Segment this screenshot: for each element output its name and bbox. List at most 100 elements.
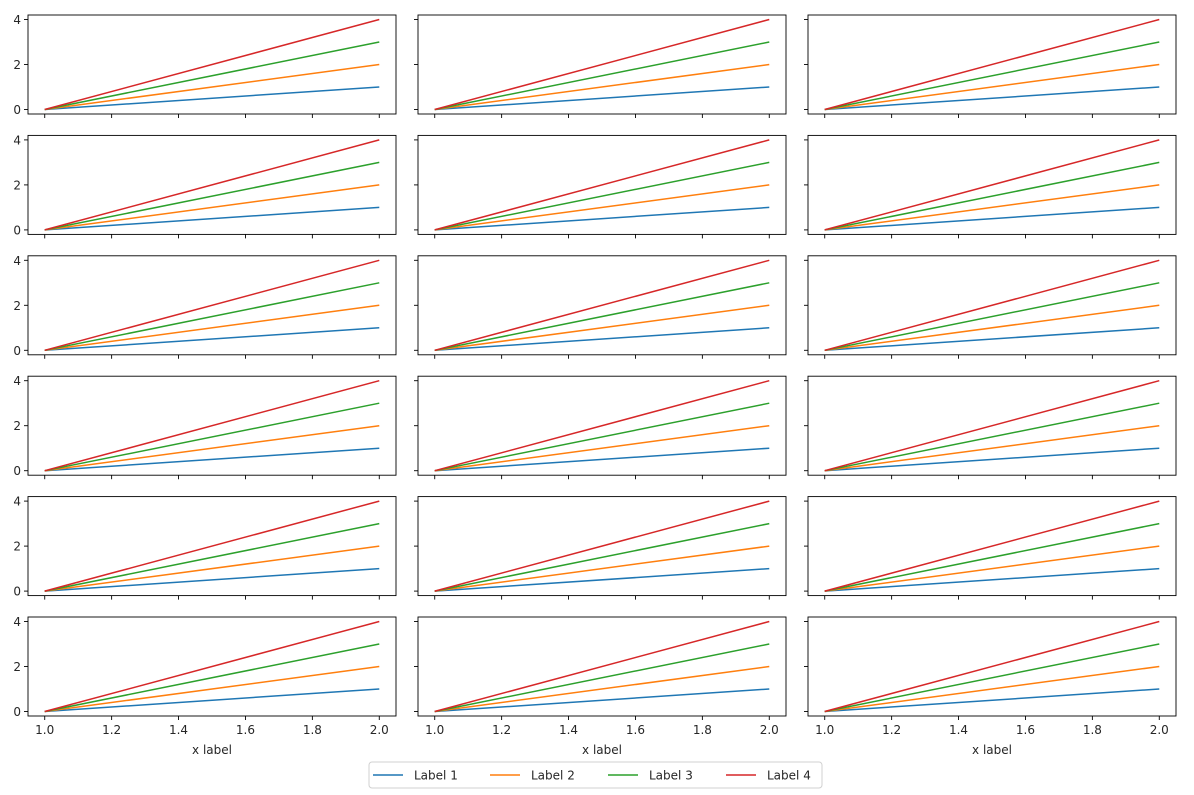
series-line-4 bbox=[824, 139, 1160, 231]
series-line-3 bbox=[434, 402, 770, 472]
x-tick-label: 1.0 bbox=[815, 723, 834, 737]
series-line-1 bbox=[824, 688, 1160, 713]
series-line-2 bbox=[434, 545, 770, 592]
subplot-r4-c2 bbox=[414, 375, 787, 480]
legend-entry-1: Label 1 bbox=[373, 769, 458, 783]
series-line-2 bbox=[434, 304, 770, 352]
subplot-r1-c1: 0 2 4 bbox=[13, 13, 397, 118]
subplot-r3-c1: 0 2 4 bbox=[13, 254, 397, 359]
subplot-r5-c1: 0 2 4 bbox=[13, 495, 397, 600]
series-line-4 bbox=[824, 18, 1160, 111]
series-line-1 bbox=[824, 206, 1160, 231]
series-line-1 bbox=[824, 567, 1160, 592]
y-tick-label: 2 bbox=[13, 58, 21, 72]
x-tick-label: 2.0 bbox=[1150, 723, 1169, 737]
series-line-2 bbox=[434, 665, 770, 713]
x-tick-label: 1.4 bbox=[949, 723, 968, 737]
series-line-1 bbox=[44, 327, 380, 352]
subplot-r3-c3 bbox=[804, 255, 1177, 359]
series-line-1 bbox=[44, 86, 380, 111]
series-line-3 bbox=[824, 402, 1160, 472]
series-line-2 bbox=[44, 63, 380, 111]
series-line-2 bbox=[824, 63, 1160, 111]
x-tick-label: 1.2 bbox=[102, 723, 121, 737]
series-line-2 bbox=[44, 545, 380, 592]
series-line-3 bbox=[434, 41, 770, 111]
series-line-3 bbox=[44, 643, 380, 713]
subplot-r6-c3: 1.0 1.2 1.4 1.6 1.8 2.0 x label bbox=[804, 616, 1177, 757]
x-tick-label: 1.0 bbox=[35, 723, 54, 737]
series-line-3 bbox=[44, 522, 380, 592]
series-line-3 bbox=[434, 282, 770, 352]
series-line-4 bbox=[434, 620, 770, 713]
subplot-r2-c1: 0 2 4 bbox=[13, 133, 397, 239]
series-line-2 bbox=[434, 184, 770, 231]
series-line-2 bbox=[44, 184, 380, 231]
x-tick-label: 1.6 bbox=[236, 723, 255, 737]
subplot-r6-c1: 0 2 4 1.0 1.2 1.4 1.6 1.8 2.0 x label bbox=[13, 615, 397, 757]
series-line-4 bbox=[824, 620, 1160, 713]
y-tick-label: 2 bbox=[13, 419, 21, 433]
x-tick-label: 2.0 bbox=[760, 723, 779, 737]
series-line-4 bbox=[44, 139, 380, 231]
series-line-3 bbox=[44, 161, 380, 231]
y-tick-label: 0 bbox=[13, 705, 21, 719]
series-line-4 bbox=[434, 500, 770, 592]
subplot-r1-c2 bbox=[414, 14, 787, 118]
series-line-4 bbox=[44, 379, 380, 472]
legend-entry-4: Label 4 bbox=[726, 769, 811, 783]
x-tick-label: 1.4 bbox=[169, 723, 188, 737]
subplot-r3-c2 bbox=[414, 255, 787, 359]
x-axis-label: x label bbox=[192, 743, 232, 757]
series-line-1 bbox=[44, 206, 380, 231]
legend: Label 1 Label 2 Label 3 Label 4 bbox=[368, 761, 823, 789]
y-tick-label: 0 bbox=[13, 585, 21, 599]
series-line-3 bbox=[434, 161, 770, 231]
series-line-2 bbox=[44, 304, 380, 352]
subplot-r2-c3 bbox=[804, 134, 1177, 239]
series-line-1 bbox=[434, 86, 770, 111]
series-line-1 bbox=[434, 447, 770, 472]
series-line-4 bbox=[44, 500, 380, 592]
series-line-3 bbox=[44, 41, 380, 111]
series-line-1 bbox=[434, 206, 770, 231]
series-line-4 bbox=[434, 379, 770, 472]
series-line-2 bbox=[824, 665, 1160, 713]
series-line-1 bbox=[434, 567, 770, 592]
series-line-1 bbox=[824, 86, 1160, 111]
series-line-4 bbox=[824, 379, 1160, 472]
series-line-2 bbox=[824, 184, 1160, 231]
series-line-4 bbox=[44, 259, 380, 352]
x-tick-label: 1.8 bbox=[303, 723, 322, 737]
series-line-1 bbox=[434, 688, 770, 713]
series-line-2 bbox=[44, 424, 380, 472]
x-axis-label: x label bbox=[582, 743, 622, 757]
series-line-4 bbox=[824, 259, 1160, 352]
y-tick-label: 2 bbox=[13, 540, 21, 554]
y-tick-label: 2 bbox=[13, 299, 21, 313]
y-tick-label: 4 bbox=[13, 254, 21, 268]
series-line-3 bbox=[824, 41, 1160, 111]
subplot-r4-c1: 0 2 4 bbox=[13, 374, 397, 480]
x-tick-label: 1.8 bbox=[1083, 723, 1102, 737]
legend-entry-2: Label 2 bbox=[490, 769, 575, 783]
subplot-r1-c3 bbox=[804, 14, 1177, 118]
series-line-1 bbox=[434, 327, 770, 352]
legend-label: Label 1 bbox=[414, 769, 458, 783]
series-line-1 bbox=[824, 327, 1160, 352]
y-tick-label: 4 bbox=[13, 495, 21, 509]
x-tick-label: 1.6 bbox=[626, 723, 645, 737]
series-line-4 bbox=[44, 620, 380, 713]
series-line-3 bbox=[434, 522, 770, 592]
y-tick-label: 0 bbox=[13, 344, 21, 358]
y-tick-label: 4 bbox=[13, 133, 21, 147]
x-tick-label: 1.2 bbox=[492, 723, 511, 737]
series-line-3 bbox=[44, 282, 380, 352]
series-line-1 bbox=[44, 567, 380, 592]
series-line-2 bbox=[824, 304, 1160, 352]
subplot-r2-c2 bbox=[414, 134, 787, 239]
x-axis-label: x label bbox=[972, 743, 1012, 757]
y-tick-label: 2 bbox=[13, 660, 21, 674]
x-tick-label: 1.0 bbox=[425, 723, 444, 737]
